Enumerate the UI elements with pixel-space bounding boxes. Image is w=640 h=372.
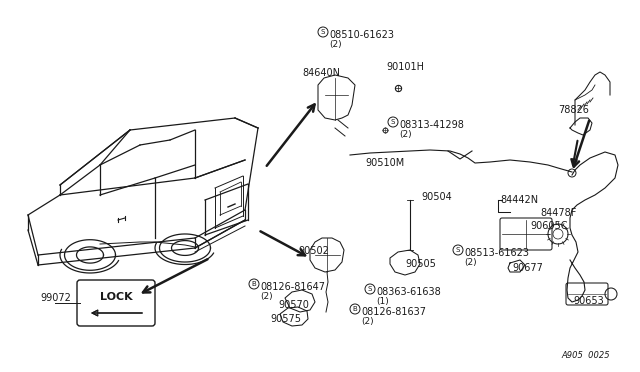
Text: 90504: 90504 (421, 192, 452, 202)
Text: 84640N: 84640N (302, 68, 340, 78)
Text: 90505: 90505 (405, 259, 436, 269)
Text: S: S (391, 119, 395, 125)
Text: 90570: 90570 (278, 300, 309, 310)
Text: 90510M: 90510M (365, 158, 404, 168)
Text: 08313-41298: 08313-41298 (399, 120, 464, 130)
Text: 90502: 90502 (298, 246, 329, 256)
Text: 78826: 78826 (558, 105, 589, 115)
Text: 90677: 90677 (512, 263, 543, 273)
Text: S: S (368, 286, 372, 292)
Text: 99072: 99072 (40, 293, 71, 303)
Text: B: B (252, 281, 257, 287)
Text: 08363-61638: 08363-61638 (376, 287, 441, 297)
Text: 90101H: 90101H (386, 62, 424, 72)
Text: 84478F: 84478F (540, 208, 577, 218)
Text: LOCK: LOCK (100, 292, 132, 302)
Text: S: S (321, 29, 325, 35)
Text: A905  0025: A905 0025 (561, 351, 610, 360)
Text: 84442N: 84442N (500, 195, 538, 205)
Text: 90653: 90653 (573, 296, 604, 306)
Text: (2): (2) (329, 40, 342, 49)
Text: (2): (2) (399, 130, 412, 139)
Text: 08513-61623: 08513-61623 (464, 248, 529, 258)
Text: (2): (2) (464, 258, 477, 267)
Text: 90575: 90575 (270, 314, 301, 324)
Text: 08126-81637: 08126-81637 (361, 307, 426, 317)
Text: B: B (353, 306, 357, 312)
Text: (2): (2) (361, 317, 374, 326)
Text: 90605C: 90605C (530, 221, 568, 231)
Text: 08510-61623: 08510-61623 (329, 30, 394, 40)
Text: 08126-81647: 08126-81647 (260, 282, 325, 292)
Text: (1): (1) (376, 297, 388, 306)
Text: (2): (2) (260, 292, 273, 301)
Text: S: S (456, 247, 460, 253)
